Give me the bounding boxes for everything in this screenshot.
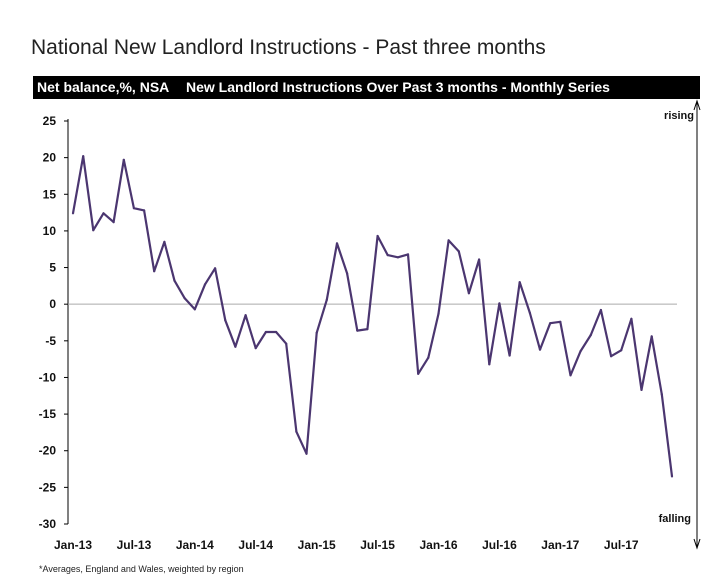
data-point <box>427 356 430 359</box>
data-point <box>508 354 511 357</box>
data-point <box>437 312 440 315</box>
x-tick-label: Jul-14 <box>238 538 273 552</box>
y-tick-label: -10 <box>39 370 57 384</box>
data-point <box>467 292 470 295</box>
data-point <box>650 335 653 338</box>
y-tick-label: -15 <box>39 407 57 421</box>
data-point <box>620 349 623 352</box>
data-point <box>538 348 542 351</box>
y-tick-label: -5 <box>45 334 56 348</box>
data-point <box>457 250 460 253</box>
data-point <box>92 229 95 232</box>
data-point <box>193 308 196 311</box>
data-point <box>589 333 592 337</box>
data-point <box>447 239 450 242</box>
x-tick-label: Jan-14 <box>176 538 214 552</box>
arrow-up-icon <box>693 99 701 111</box>
data-point <box>498 302 501 305</box>
data-point <box>346 272 349 275</box>
data-point <box>630 317 633 320</box>
data-point <box>285 342 288 345</box>
y-tick-label: 15 <box>43 187 57 201</box>
data-point <box>417 372 420 375</box>
x-tick-label: Jan-15 <box>298 538 336 552</box>
data-point <box>305 452 308 455</box>
data-point <box>660 393 663 396</box>
x-tick-label: Jan-13 <box>54 538 92 552</box>
x-tick-label: Jul-15 <box>360 538 395 552</box>
data-point <box>254 347 257 350</box>
data-point <box>163 240 166 243</box>
data-point <box>478 258 481 261</box>
data-point <box>376 234 379 238</box>
data-point <box>610 355 613 358</box>
data-point <box>264 330 267 334</box>
data-point <box>224 319 227 322</box>
x-tick-label: Jul-16 <box>482 538 517 552</box>
data-point <box>528 311 532 315</box>
data-point <box>183 297 186 300</box>
footnote: *Averages, England and Wales, weighted b… <box>39 564 244 574</box>
data-point <box>214 267 217 270</box>
y-tick-label: 10 <box>43 224 57 238</box>
data-point <box>386 254 389 257</box>
data-point <box>122 158 125 161</box>
chart-title: New Landlord Instructions Over Past 3 mo… <box>186 79 610 95</box>
data-point <box>356 329 359 332</box>
falling-label: falling <box>659 513 691 525</box>
y-tick-label: 20 <box>43 151 57 165</box>
y-tick-label: 25 <box>43 114 57 128</box>
data-point <box>143 209 146 212</box>
data-point <box>406 253 410 256</box>
y-axis-unit-label: Net balance,%, NSA <box>37 79 170 95</box>
chart-header-bar: Net balance,%, NSA New Landlord Instruct… <box>33 76 700 99</box>
y-tick-label: 0 <box>49 297 56 311</box>
data-point <box>102 212 105 215</box>
y-tick-label: -30 <box>39 517 57 531</box>
series-line <box>71 155 674 477</box>
x-tick-label: Jan-16 <box>419 538 457 552</box>
rising-label: rising <box>664 110 694 122</box>
data-point <box>640 388 643 391</box>
x-tick-label: Jul-17 <box>604 538 639 552</box>
data-point <box>82 155 85 158</box>
data-point <box>203 283 207 286</box>
data-point <box>132 207 135 210</box>
x-tick-label: Jul-13 <box>117 538 152 552</box>
data-point <box>325 298 328 301</box>
data-point <box>295 430 298 433</box>
data-point <box>173 279 176 282</box>
data-point <box>153 270 156 273</box>
y-tick-label: -20 <box>39 444 57 458</box>
data-point <box>71 212 75 215</box>
data-point <box>335 242 339 245</box>
data-point <box>244 314 247 317</box>
data-point <box>569 374 572 377</box>
data-point <box>579 350 582 353</box>
data-point <box>112 221 115 224</box>
data-point <box>275 330 278 334</box>
x-tick-label: Jan-17 <box>541 538 579 552</box>
data-point <box>559 320 562 323</box>
y-tick-label: -25 <box>39 480 57 494</box>
data-point <box>366 328 369 331</box>
data-point <box>234 345 237 348</box>
data-point <box>488 363 491 366</box>
arrow-down-icon <box>693 538 701 550</box>
y-tick-label: 5 <box>49 261 56 275</box>
data-point <box>315 331 318 334</box>
data-point <box>549 322 552 325</box>
data-point <box>599 308 603 312</box>
data-point <box>518 281 521 284</box>
data-point <box>670 475 674 478</box>
page-title: National New Landlord Instructions - Pas… <box>31 36 546 59</box>
data-point <box>396 256 399 259</box>
